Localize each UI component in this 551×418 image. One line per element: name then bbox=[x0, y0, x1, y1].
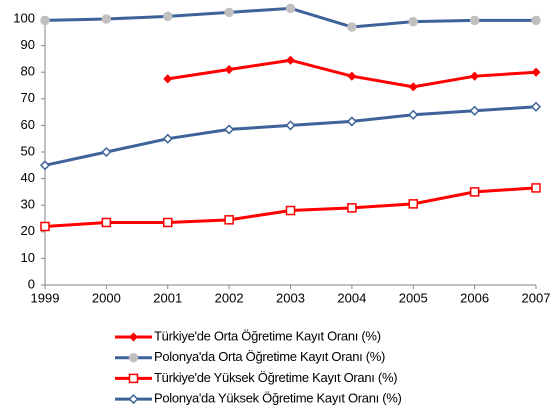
marker bbox=[128, 352, 139, 363]
marker bbox=[469, 105, 480, 116]
x-tick-label: 2001 bbox=[153, 290, 182, 305]
x-tick-label: 2007 bbox=[522, 290, 551, 305]
marker bbox=[101, 217, 112, 228]
y-tick-label: 70 bbox=[21, 90, 35, 105]
x-tick-label: 2006 bbox=[460, 290, 489, 305]
y-tick-label: 100 bbox=[13, 10, 35, 25]
marker bbox=[162, 133, 173, 144]
marker bbox=[346, 116, 357, 127]
legend-label: Türkiye'de Orta Öğretime Kayıt Oranı (%) bbox=[154, 328, 381, 343]
x-tick-label: 2000 bbox=[92, 290, 121, 305]
x-tick-label: 2003 bbox=[276, 290, 305, 305]
legend-label: Polonya'da Orta Öğretime Kayıt Oranı (%) bbox=[154, 349, 385, 364]
x-tick-label: 1999 bbox=[31, 290, 60, 305]
legend-label: Türkiye'de Yüksek Öğretime Kayıt Oranı (… bbox=[154, 370, 397, 385]
marker bbox=[285, 55, 296, 65]
series-line bbox=[44, 105, 537, 167]
marker bbox=[408, 16, 418, 27]
marker bbox=[470, 71, 480, 81]
y-tick-label: 0 bbox=[28, 276, 35, 291]
marker bbox=[163, 74, 173, 84]
marker bbox=[128, 332, 139, 342]
marker bbox=[531, 67, 541, 77]
marker bbox=[469, 15, 480, 26]
x-tick-label: 2002 bbox=[215, 290, 244, 305]
marker bbox=[224, 7, 234, 18]
marker bbox=[408, 109, 419, 120]
y-tick-label: 80 bbox=[21, 64, 35, 79]
marker bbox=[347, 203, 357, 213]
x-tick-label: 2004 bbox=[337, 290, 366, 305]
marker bbox=[347, 22, 357, 32]
marker bbox=[128, 373, 139, 384]
marker bbox=[285, 120, 296, 131]
marker bbox=[285, 205, 296, 216]
marker bbox=[530, 101, 542, 112]
marker bbox=[224, 124, 235, 135]
y-tick-label: 10 bbox=[21, 250, 35, 265]
marker bbox=[408, 82, 418, 92]
marker bbox=[224, 64, 234, 75]
marker bbox=[40, 15, 50, 26]
marker bbox=[531, 15, 541, 26]
y-tick-label: 90 bbox=[21, 37, 35, 52]
marker bbox=[163, 11, 173, 22]
x-tick-label: 2005 bbox=[399, 290, 428, 305]
y-tick-label: 40 bbox=[21, 170, 35, 185]
y-tick-label: 30 bbox=[21, 197, 35, 212]
marker bbox=[347, 71, 357, 81]
marker bbox=[40, 221, 50, 232]
marker bbox=[408, 199, 418, 209]
marker bbox=[128, 394, 139, 405]
y-tick-label: 20 bbox=[21, 223, 35, 238]
marker bbox=[469, 187, 480, 197]
marker bbox=[531, 183, 541, 193]
y-tick-label: 50 bbox=[21, 143, 35, 158]
y-tick-label: 60 bbox=[21, 117, 35, 132]
marker bbox=[285, 3, 296, 14]
marker bbox=[101, 14, 112, 24]
marker bbox=[39, 160, 51, 171]
marker bbox=[224, 215, 234, 225]
legend-label: Polonya'da Yüksek Öğretime Kayıt Oranı (… bbox=[154, 391, 402, 406]
marker bbox=[163, 217, 173, 228]
marker bbox=[101, 146, 112, 158]
